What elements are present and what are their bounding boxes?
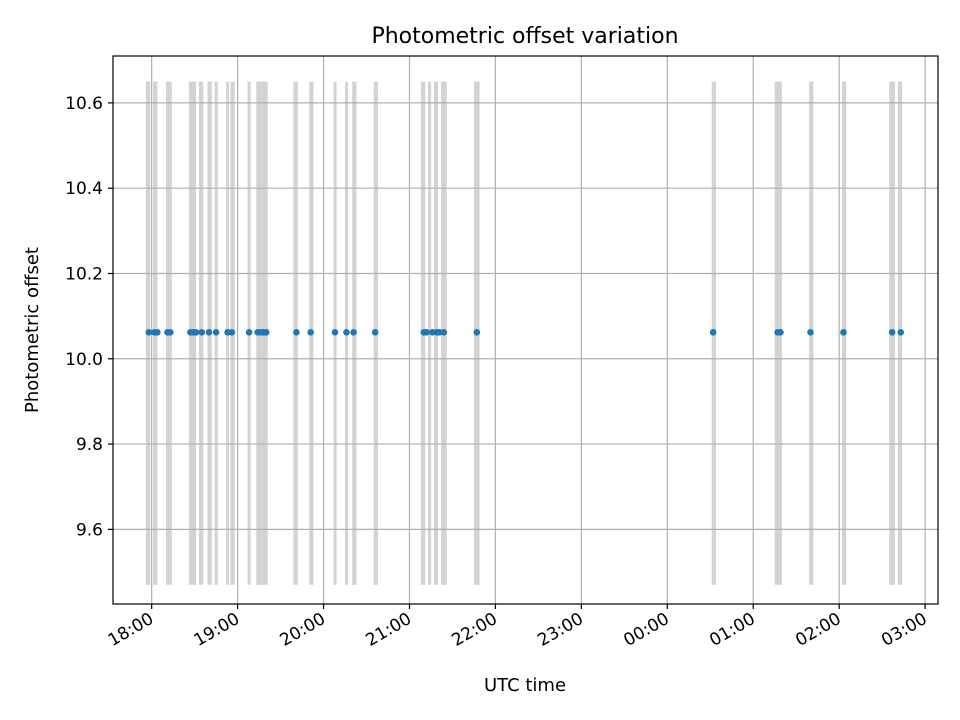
data-point [245,329,253,336]
y-tick-label: 10.0 [65,350,103,370]
chart-title: Photometric offset variation [371,24,678,49]
data-point [777,329,784,336]
data-point [307,329,314,336]
data-point [293,329,300,336]
x-tick-label: 20:00 [277,609,329,651]
data-point [262,329,270,336]
data-point [440,329,448,336]
data-point [145,329,153,336]
data-point [371,329,379,336]
x-tick-label: 22:00 [448,609,500,651]
data-point [888,329,896,336]
data-point [228,329,236,336]
x-tick-label: 00:00 [620,609,672,651]
data-point [154,329,161,336]
data-point [473,329,481,336]
x-tick-label: 02:00 [792,609,844,651]
data-point [807,329,814,336]
plot-frame [112,55,939,605]
y-tick-label: 9.8 [76,435,103,455]
data-point [897,329,905,336]
data-point [212,329,220,336]
x-tick-label: 19:00 [191,609,243,651]
data-point [166,329,174,336]
data-point [709,329,717,336]
y-tick-label: 10.2 [65,264,103,284]
data-point [331,329,339,336]
points-layer [145,329,905,336]
x-axis-label: UTC time [484,675,566,696]
data-point [350,329,357,336]
data-point [198,329,206,336]
y-axis-label: Photometric offset [22,247,43,413]
data-point [840,329,847,336]
y-tick-label: 9.6 [76,520,103,540]
data-point [192,329,200,336]
x-tick-label: 03:00 [878,609,930,651]
x-tick-label: 23:00 [534,609,586,651]
x-tick-label: 21:00 [363,609,415,651]
y-tick-label: 10.4 [65,179,103,199]
x-tick-label: 01:00 [706,609,758,651]
y-tick-label: 10.6 [65,94,103,114]
data-point [343,329,350,336]
x-tick-label: 18:00 [105,609,157,651]
grid-layer [113,56,938,604]
data-point [423,329,430,336]
data-point [205,329,213,336]
